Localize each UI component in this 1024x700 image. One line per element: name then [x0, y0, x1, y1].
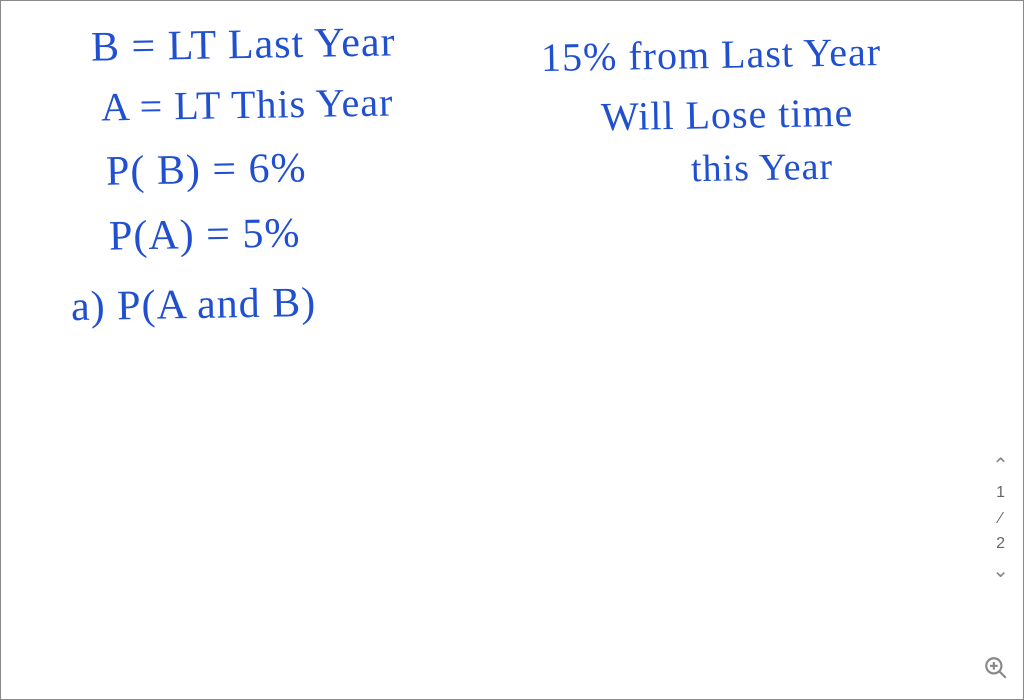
handwritten-line-question: a) P(A and B) — [71, 279, 317, 331]
zoom-in-button[interactable] — [981, 655, 1011, 685]
handwritten-note-pct: 15% from Last Year — [541, 28, 882, 81]
handwritten-note-this: this Year — [691, 145, 834, 191]
handwritten-note-will: Will Lose time — [601, 89, 854, 140]
whiteboard-canvas: B = LT Last Year A = LT This Year P( B) … — [0, 0, 1024, 700]
page-controls: ⌃ 1 ⁄ 2 ⌄ — [992, 456, 1009, 581]
page-up-button[interactable]: ⌃ — [992, 456, 1009, 476]
handwritten-line-pa: P(A) = 5% — [109, 209, 301, 260]
page-separator: ⁄ — [999, 510, 1002, 528]
handwritten-line-b-def: B = LT Last Year — [91, 18, 396, 71]
page-down-button[interactable]: ⌄ — [992, 561, 1009, 581]
page-total: 2 — [996, 535, 1005, 553]
zoom-in-icon — [983, 655, 1009, 686]
handwritten-line-a-def: A = LT This Year — [101, 78, 394, 130]
page-current: 1 — [996, 484, 1005, 502]
handwritten-line-pb: P( B) = 6% — [106, 144, 307, 195]
